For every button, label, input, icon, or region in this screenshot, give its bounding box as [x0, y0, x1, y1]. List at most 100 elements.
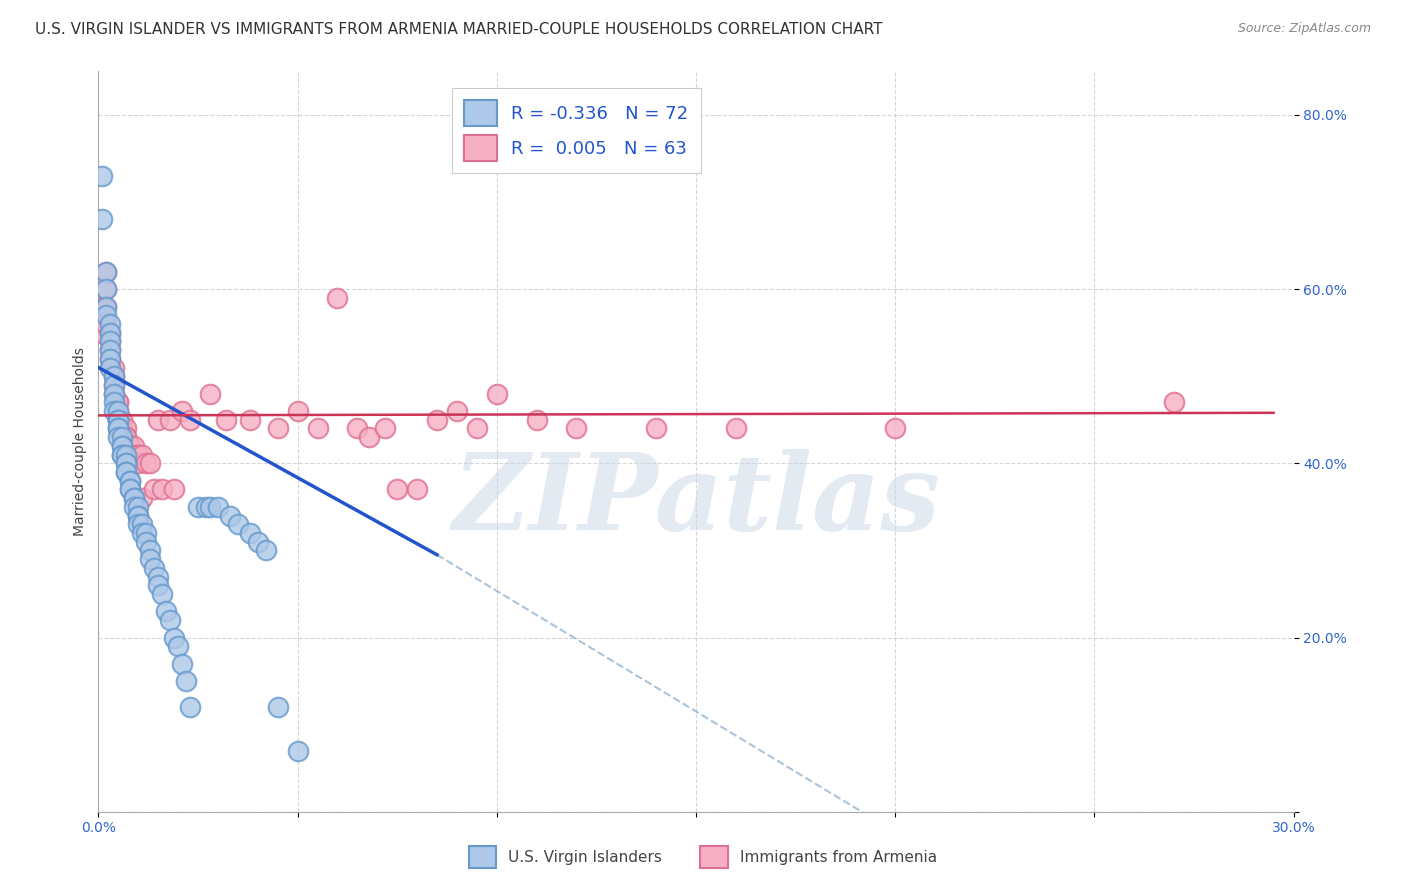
- Point: [187, 500, 209, 514]
- Point: [179, 700, 201, 714]
- Point: [111, 430, 134, 444]
- Point: [115, 465, 138, 479]
- Point: [131, 448, 153, 462]
- Point: [96, 265, 118, 279]
- Point: [1163, 395, 1185, 409]
- Point: [107, 421, 129, 435]
- Point: [267, 421, 290, 435]
- Point: [174, 674, 197, 689]
- Point: [91, 326, 114, 340]
- Point: [103, 386, 125, 401]
- Point: [120, 474, 142, 488]
- Point: [346, 421, 368, 435]
- Point: [148, 569, 170, 583]
- Point: [139, 552, 162, 566]
- Point: [135, 526, 157, 541]
- Point: [107, 404, 129, 418]
- Point: [267, 700, 290, 714]
- Point: [127, 500, 149, 514]
- Point: [287, 404, 309, 418]
- Point: [645, 421, 668, 435]
- Point: [115, 421, 138, 435]
- Point: [120, 483, 142, 497]
- Point: [385, 483, 409, 497]
- Point: [91, 212, 114, 227]
- Point: [107, 395, 129, 409]
- Point: [198, 386, 221, 401]
- Point: [139, 456, 162, 470]
- Point: [98, 343, 122, 357]
- Point: [111, 439, 134, 453]
- Point: [239, 413, 262, 427]
- Point: [115, 430, 138, 444]
- Point: [159, 613, 181, 627]
- Point: [446, 404, 468, 418]
- Point: [91, 308, 114, 322]
- Point: [172, 404, 194, 418]
- Point: [98, 360, 122, 375]
- Point: [103, 404, 125, 418]
- Point: [150, 483, 173, 497]
- Point: [107, 413, 129, 427]
- Point: [374, 421, 396, 435]
- Point: [127, 448, 149, 462]
- Point: [107, 421, 129, 435]
- Point: [127, 508, 149, 523]
- Point: [167, 639, 190, 653]
- Point: [124, 439, 146, 453]
- Point: [148, 413, 170, 427]
- Point: [103, 369, 125, 384]
- Point: [131, 491, 153, 505]
- Point: [111, 421, 134, 435]
- Point: [195, 500, 218, 514]
- Point: [150, 587, 173, 601]
- Point: [135, 534, 157, 549]
- Point: [103, 386, 125, 401]
- Point: [111, 448, 134, 462]
- Point: [91, 300, 114, 314]
- Point: [143, 561, 166, 575]
- Point: [96, 282, 118, 296]
- Point: [111, 448, 134, 462]
- Point: [111, 413, 134, 427]
- Point: [239, 526, 262, 541]
- Point: [135, 456, 157, 470]
- Point: [124, 500, 146, 514]
- Point: [143, 483, 166, 497]
- Point: [120, 439, 142, 453]
- Point: [172, 657, 194, 671]
- Point: [98, 343, 122, 357]
- Point: [131, 526, 153, 541]
- Point: [107, 430, 129, 444]
- Point: [98, 334, 122, 349]
- Point: [139, 543, 162, 558]
- Text: Source: ZipAtlas.com: Source: ZipAtlas.com: [1237, 22, 1371, 36]
- Point: [155, 604, 177, 618]
- Point: [98, 326, 122, 340]
- Y-axis label: Married-couple Households: Married-couple Households: [73, 347, 87, 536]
- Point: [98, 351, 122, 366]
- Point: [127, 508, 149, 523]
- Point: [465, 421, 488, 435]
- Point: [326, 291, 349, 305]
- Point: [115, 465, 138, 479]
- Point: [98, 351, 122, 366]
- Point: [120, 474, 142, 488]
- Point: [120, 483, 142, 497]
- Point: [127, 517, 149, 532]
- Text: U.S. VIRGIN ISLANDER VS IMMIGRANTS FROM ARMENIA MARRIED-COUPLE HOUSEHOLDS CORREL: U.S. VIRGIN ISLANDER VS IMMIGRANTS FROM …: [35, 22, 883, 37]
- Point: [207, 500, 229, 514]
- Point: [103, 395, 125, 409]
- Point: [115, 456, 138, 470]
- Point: [115, 430, 138, 444]
- Point: [124, 491, 146, 505]
- Point: [127, 456, 149, 470]
- Point: [107, 413, 129, 427]
- Point: [96, 317, 118, 331]
- Point: [107, 413, 129, 427]
- Point: [246, 534, 269, 549]
- Point: [406, 483, 429, 497]
- Point: [96, 300, 118, 314]
- Point: [96, 300, 118, 314]
- Point: [307, 421, 329, 435]
